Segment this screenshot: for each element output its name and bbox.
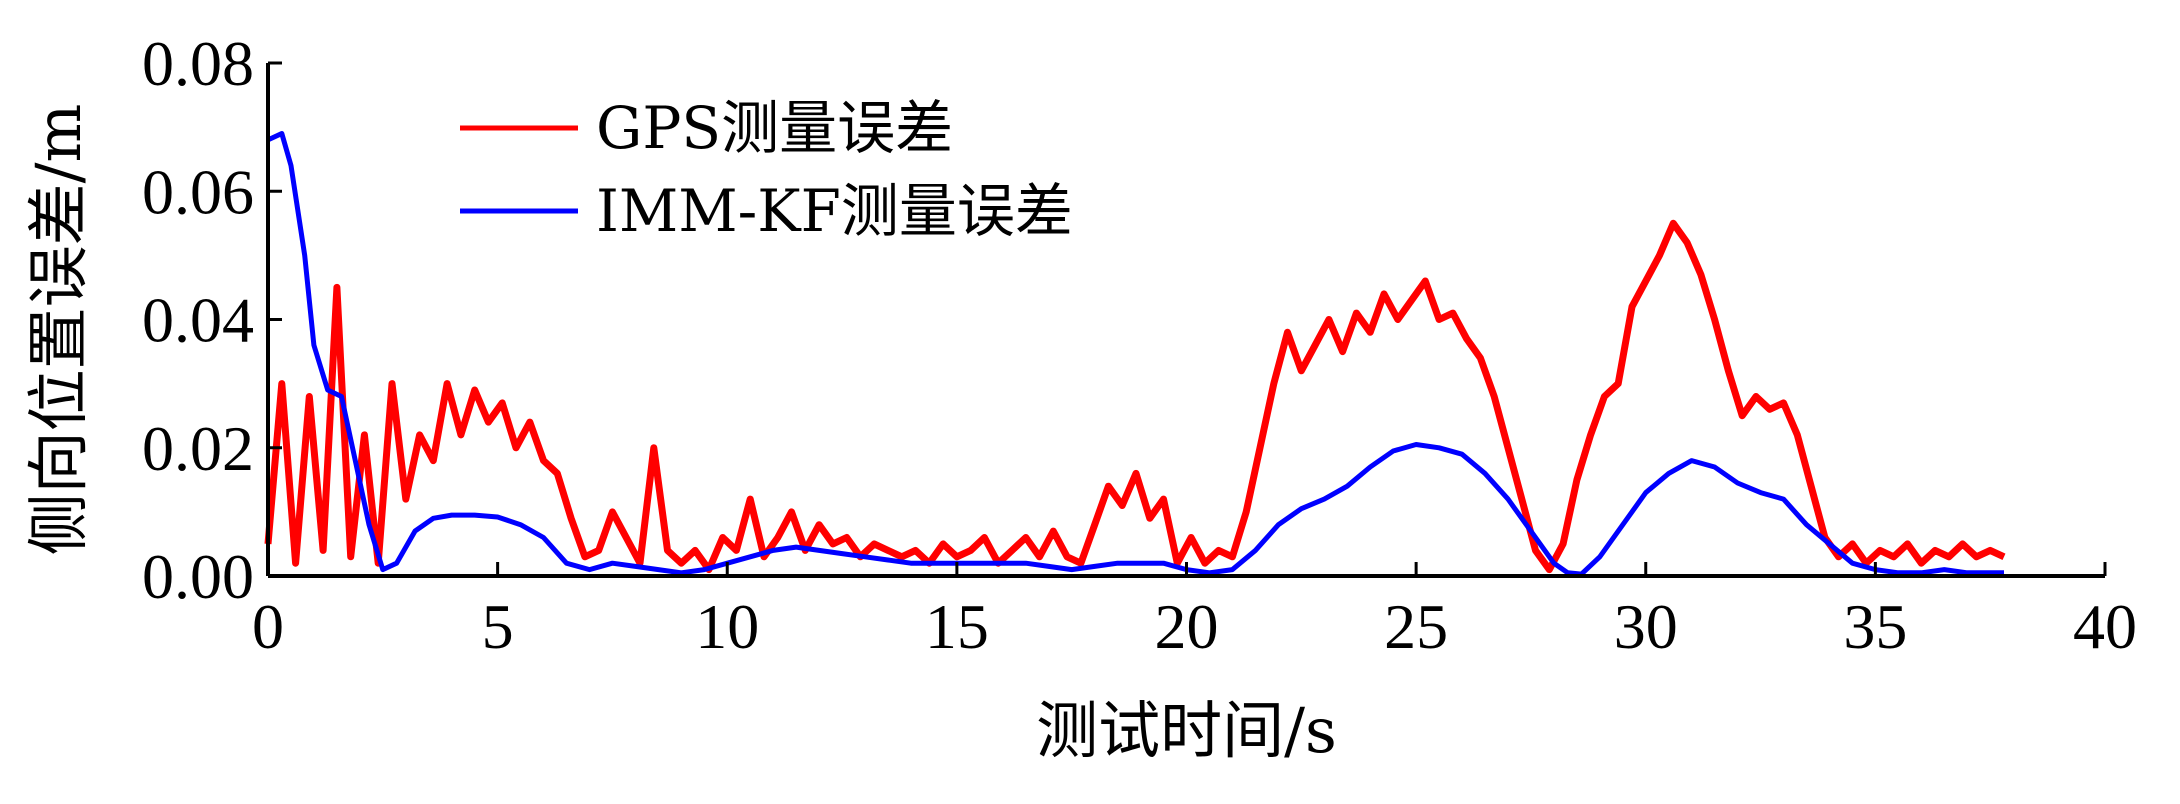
x-tick-label: 10 [695, 591, 759, 662]
series-line-gps [264, 219, 2006, 574]
y-tick-label: 0.00 [142, 541, 254, 612]
x-tick-label: 35 [1843, 591, 1907, 662]
x-tick-label: 30 [1614, 591, 1678, 662]
ticks-layer: 0 5 10 15 20 25 30 35 40 0.00 0.02 0.04 0.06 0.08 [142, 28, 2137, 662]
y-tick-label: 0.04 [142, 285, 254, 356]
legend: GPS测量误差 IMM-KF测量误差 [460, 94, 1073, 245]
x-tick-label: 15 [925, 591, 989, 662]
y-tick-label: 0.06 [142, 156, 254, 227]
x-tick-label: 40 [2073, 591, 2137, 662]
x-axis-title: 测试时间/s [1036, 694, 1337, 767]
x-tick-label: 5 [482, 591, 514, 662]
series-layer [264, 131, 2006, 577]
axes-layer [266, 63, 2105, 578]
y-tick-label: 0.02 [142, 413, 254, 484]
y-tick-label: 0.08 [142, 28, 254, 99]
x-tick-label: 0 [252, 591, 284, 662]
x-tick-label: 25 [1384, 591, 1448, 662]
series-line-imm-kf [266, 131, 2004, 577]
legend-item-gps-label: GPS测量误差 [596, 94, 953, 162]
legend-item-imm-kf-label: IMM-KF测量误差 [596, 177, 1073, 245]
y-axis-title: 侧向位置误差/m [22, 104, 95, 556]
x-tick-label: 20 [1155, 591, 1219, 662]
